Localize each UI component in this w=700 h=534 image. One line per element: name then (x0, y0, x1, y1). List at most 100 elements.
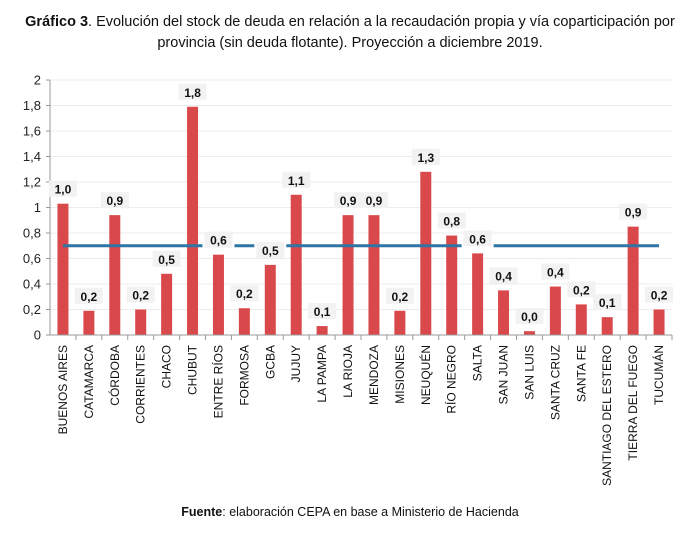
data-label-bg (385, 287, 414, 304)
chart-title-rest: . Evolución del stock de deuda en relaci… (88, 14, 675, 30)
chart-title-line2: provincia (sin deuda flotante). Proyecci… (157, 35, 543, 51)
x-tick-label: TUCUMÁN (651, 345, 666, 405)
data-label-bg (593, 294, 622, 311)
data-label: 0,2 (81, 290, 98, 304)
data-label-bg (359, 192, 388, 209)
x-tick-label: SAN LUIS (522, 345, 536, 400)
bar (109, 215, 121, 335)
x-axis: BUENOS AIRES CATAMARCA CÓRDOBA CORRIENTES CH… (50, 334, 673, 486)
data-label-bg (152, 250, 181, 267)
data-label: 0,2 (236, 287, 253, 301)
x-tick-label: SANTIAGO DEL ESTERO (600, 345, 614, 486)
source-note: Fuente: elaboración CEPA en base a Minis… (0, 505, 700, 519)
y-tick-label: 2 (34, 73, 41, 88)
data-label-bg (489, 267, 518, 284)
data-label-bg (178, 83, 207, 100)
y-tick-label: 1,8 (23, 98, 41, 113)
bar (238, 308, 250, 335)
data-label-bg (282, 171, 311, 188)
data-label: 0,9 (366, 194, 383, 208)
data-label-bg (100, 192, 129, 209)
data-label: 0,9 (106, 194, 123, 208)
x-tick-label: GCBA (263, 345, 277, 379)
x-tick-label: SALTA (471, 345, 485, 381)
x-tick-label: NEUQUÉN (418, 345, 433, 405)
x-tick-label: SANTA CRUZ (548, 345, 562, 420)
data-label: 1,1 (288, 174, 305, 188)
data-label: 1,0 (55, 183, 72, 197)
data-label: 0,2 (651, 289, 668, 303)
y-tick-label: 1,6 (23, 124, 41, 139)
x-tick-label: SANTA FE (574, 345, 588, 402)
x-tick-label: CÓRDOBA (107, 345, 122, 406)
bar (161, 273, 173, 335)
y-axis: 0 0,2 0,4 0,6 0,8 1 1,2 1,4 1,6 1,8 2 (23, 73, 51, 343)
y-tick-label: 1 (34, 200, 41, 215)
y-tick-label: 0,8 (23, 226, 41, 241)
bar (627, 226, 639, 335)
bar (420, 171, 432, 335)
bar (549, 286, 561, 335)
bar (653, 309, 665, 335)
bar (472, 253, 484, 335)
bar (290, 194, 302, 335)
data-label: 0,4 (495, 269, 512, 283)
data-labels: 1,0 0,2 0,9 0,2 0,5 1,8 0,6 0,2 0,5 1,1 0,1 0,9 0,9 0… (48, 83, 674, 325)
chart-title-bold: Gráfico 3 (25, 14, 89, 30)
bar (135, 309, 147, 335)
data-label: 0,2 (132, 289, 149, 303)
data-label-bg (334, 192, 363, 209)
source-rest: : elaboración CEPA en base a Ministerio … (222, 505, 519, 519)
data-label: 1,8 (184, 86, 201, 100)
data-label-bg (126, 286, 155, 303)
x-tick-label: FORMOSA (237, 345, 251, 406)
bar (498, 290, 510, 335)
y-tick-label: 0,2 (23, 302, 41, 317)
source-bold: Fuente (181, 505, 223, 519)
data-label: 0,1 (599, 296, 616, 310)
x-tick-label: LA PAMPA (315, 345, 329, 403)
data-label-bg (256, 241, 285, 258)
x-tick-label: RÍO NEGRO (444, 345, 459, 414)
y-tick-label: 0,4 (23, 277, 41, 292)
bar (83, 310, 95, 335)
bar (523, 331, 535, 335)
data-label-bg (308, 303, 337, 320)
data-label: 0,9 (625, 206, 642, 220)
x-tick-label: CHUBUT (186, 344, 200, 395)
bar (368, 215, 380, 335)
x-tick-label: CHACO (160, 345, 174, 388)
y-tick-label: 1,4 (23, 149, 41, 164)
bar (342, 215, 354, 335)
gridlines (50, 79, 672, 310)
data-label: 0,6 (210, 234, 227, 248)
data-label-bg (463, 230, 492, 247)
y-tick-label: 0 (34, 328, 41, 343)
data-label-bg (619, 203, 648, 220)
data-label-bg (567, 281, 596, 298)
data-label: 0,4 (547, 266, 564, 280)
bar (212, 254, 224, 335)
chart-title: Gráfico 3. Evolución del stock de deuda … (0, 12, 700, 54)
data-label: 0,2 (573, 283, 590, 297)
data-label-bg (230, 285, 259, 302)
x-tick-label: CATAMARCA (82, 345, 96, 419)
data-label: 0,1 (314, 305, 331, 319)
bar (575, 304, 587, 335)
data-label-bg (515, 308, 544, 325)
data-label-bg (645, 286, 674, 303)
x-tick-label: MENDOZA (367, 345, 381, 405)
x-tick-label: JUJUY (289, 345, 303, 382)
bar (394, 310, 406, 335)
data-label-bg (411, 148, 440, 165)
x-tick-label: ENTRE RÍOS (210, 345, 225, 418)
data-label-bg (437, 212, 466, 229)
x-tick-label: TIERRA DEL FUEGO (626, 345, 640, 461)
bar (601, 317, 613, 335)
data-label: 0,0 (521, 310, 538, 324)
data-label-bg (541, 263, 570, 280)
bar (57, 203, 69, 335)
data-label: 0,8 (443, 215, 460, 229)
data-label: 0,5 (262, 244, 279, 258)
